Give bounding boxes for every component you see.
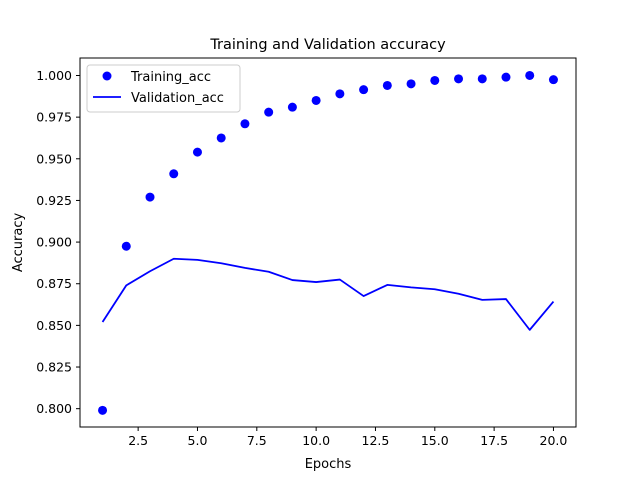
training-acc-point	[548, 75, 558, 85]
training-acc-point	[145, 192, 155, 202]
y-tick-label: 0.900	[36, 235, 72, 250]
validation-acc-line	[101, 257, 555, 331]
x-tick-label: 2.5	[128, 433, 148, 448]
y-tick-label: 0.825	[36, 360, 72, 375]
x-tick-label: 12.5	[362, 433, 390, 448]
training-acc-point	[359, 85, 369, 95]
training-acc-point	[216, 133, 226, 143]
training-acc-point	[121, 241, 131, 251]
training-acc-point	[264, 107, 274, 117]
chart-title: Training and Validation accuracy	[209, 37, 446, 53]
legend-box	[86, 64, 241, 113]
training-acc-point	[287, 102, 297, 112]
legend-label-validation: Validation_acc	[131, 91, 224, 106]
y-tick-label: 1.000	[36, 68, 72, 83]
x-tick-label: 15.0	[421, 433, 449, 448]
legend: Training_acc Validation_acc	[86, 64, 241, 113]
training-acc-point	[477, 74, 487, 84]
training-acc-point	[240, 119, 250, 129]
training-acc-point	[98, 405, 108, 415]
x-tick-label: 7.5	[247, 433, 267, 448]
plot-frame	[79, 57, 577, 428]
legend-marker-training	[102, 71, 112, 81]
x-tick-label: 20.0	[540, 433, 568, 448]
y-axis-label: Accuracy	[11, 213, 26, 273]
legend-label-training: Training_acc	[130, 70, 211, 85]
training-acc-point	[382, 80, 392, 90]
x-axis-label: Epochs	[305, 457, 352, 472]
training-acc-point	[192, 147, 202, 157]
y-tick-label: 0.925	[36, 193, 72, 208]
axes: 2.5 5.0 7.5 10.0 12.5 15.0 17.5 20.0 0.800 0.825 0…	[36, 68, 567, 448]
training-acc-point	[430, 75, 440, 85]
training-acc-point	[169, 169, 179, 179]
x-tick-label: 10.0	[302, 433, 330, 448]
y-tick-label: 0.850	[36, 318, 72, 333]
training-acc-point	[525, 70, 535, 80]
training-acc-point	[335, 89, 345, 99]
training-acc-point	[406, 79, 416, 89]
training-acc-point	[311, 95, 321, 105]
y-tick-label: 0.975	[36, 110, 72, 125]
x-tick-label: 5.0	[188, 433, 208, 448]
y-tick-label: 0.875	[36, 276, 72, 291]
x-tick-label: 17.5	[480, 433, 508, 448]
y-tick-label: 0.950	[36, 151, 72, 166]
y-tick-label: 0.800	[36, 401, 72, 416]
training-acc-point	[454, 74, 464, 84]
plot-area	[98, 70, 558, 415]
training-acc-point	[501, 72, 511, 82]
